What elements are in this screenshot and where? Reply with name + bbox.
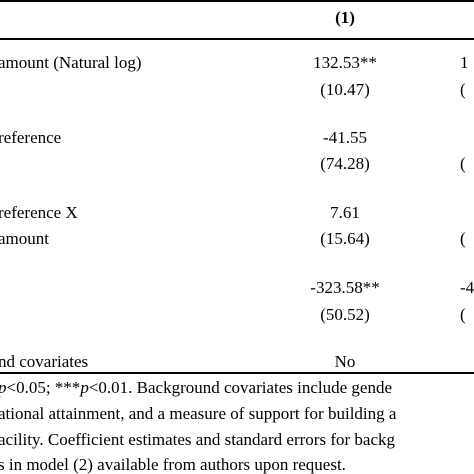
cell-amount-col1-se: (10.47)	[320, 80, 370, 99]
note-rest-1: <0.01. Background covariates include gen…	[88, 378, 393, 397]
cell-amount-col2-coef: 1	[460, 53, 469, 72]
note-p-symbol-1: p	[0, 378, 7, 397]
row-label-interaction: reference X	[0, 203, 78, 222]
table-note-line-3: acility. Coefficient estimates and stand…	[0, 430, 395, 449]
row-label-covariates: nd covariates	[0, 352, 89, 371]
table-bottom-rule	[0, 372, 474, 374]
cell-preference-col1-se: (74.28)	[320, 154, 370, 173]
cell-amount-col2-se: (	[460, 80, 466, 99]
cell-amount-col1-coef: 132.53**	[313, 53, 377, 72]
note-p-symbol-2: p	[80, 378, 89, 397]
cell-constant-col1-coef: -323.58**	[310, 278, 380, 297]
cell-preference-col1-coef: -41.55	[323, 128, 367, 147]
row-label-amount: amount (Natural log)	[0, 53, 142, 72]
cell-interaction-col2-se: (	[460, 229, 466, 248]
row-label-interaction-line2: amount	[0, 229, 49, 248]
cell-constant-col1-se: (50.52)	[320, 305, 370, 324]
cell-interaction-col1-coef: 7.61	[330, 203, 360, 222]
cell-interaction-col1-se: (15.64)	[320, 229, 370, 248]
table-note-line-4: s in model (2) available from authors up…	[0, 455, 346, 474]
cell-preference-col2-se: (	[460, 154, 466, 173]
cell-constant-col2-se: (	[460, 305, 466, 324]
table-note-line-1: p<0.05; ***p<0.01. Background covariates…	[0, 379, 392, 396]
table-top-rule	[0, 0, 474, 2]
cell-covariates-col1: No	[334, 352, 356, 371]
column-header-1: (1)	[335, 8, 355, 27]
cell-constant-col2-coef: -4	[460, 278, 474, 297]
table-header-rule	[0, 38, 474, 40]
row-label-preference: reference	[0, 128, 62, 147]
note-threshold-1: <0.05; ***	[6, 378, 81, 397]
table-note-line-2: ational attainment, and a measure of sup…	[0, 404, 397, 423]
